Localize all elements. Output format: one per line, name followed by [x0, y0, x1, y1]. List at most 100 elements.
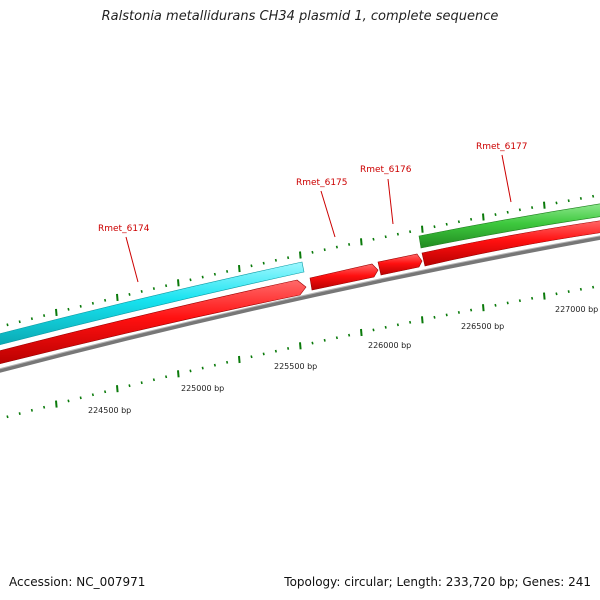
inner-tick	[189, 369, 192, 373]
outer-tick	[274, 258, 277, 262]
outer-tick	[30, 317, 33, 321]
inner-tick	[531, 296, 534, 300]
outer-tick	[323, 248, 326, 252]
outer-tick	[55, 308, 58, 316]
inner-tick	[335, 336, 338, 340]
inner-tick	[592, 285, 595, 289]
outer-tick	[311, 250, 314, 254]
inner-tick	[348, 333, 351, 337]
outer-tick	[250, 264, 253, 268]
inner-tick	[140, 381, 143, 385]
cyan-feature-arc[interactable]	[0, 261, 305, 346]
outer-tick	[543, 201, 546, 209]
inner-tick	[55, 400, 58, 408]
inner-tick	[116, 385, 119, 393]
red-gene-arrow-rmet-6174[interactable]	[0, 279, 307, 365]
outer-tick	[140, 290, 143, 293]
outer-tick	[555, 201, 558, 205]
outer-tick	[165, 284, 168, 288]
inner-tick	[360, 328, 363, 337]
leader-line-rmet-6174	[125, 236, 139, 283]
outer-tick	[445, 222, 448, 226]
inner-tick	[311, 341, 314, 345]
inner-tick	[165, 375, 168, 379]
leader-line-rmet-6176	[387, 178, 394, 225]
inner-tick	[445, 313, 448, 317]
outer-tick	[128, 293, 131, 296]
outer-tick	[335, 245, 338, 249]
outer-tick	[470, 217, 473, 221]
outer-tick	[6, 323, 9, 327]
outer-tick	[518, 208, 521, 212]
outer-tick	[262, 261, 265, 265]
outer-tick	[482, 213, 485, 221]
outer-tick	[384, 235, 387, 239]
bp-label-226500: 226500 bp	[461, 322, 504, 331]
inner-tick	[482, 304, 485, 312]
inner-tick	[396, 323, 399, 327]
outer-tick	[567, 199, 570, 203]
inner-tick	[18, 412, 21, 415]
inner-tick	[30, 408, 33, 412]
inner-tick	[79, 396, 82, 400]
red-gene-arrow-rmet-6177[interactable]	[421, 220, 600, 267]
outer-tick	[421, 225, 424, 233]
outer-tick	[287, 256, 290, 260]
outer-tick	[531, 206, 534, 209]
outer-tick	[67, 307, 70, 311]
gene-label-rmet-6174: Rmet_6174	[98, 224, 150, 234]
inner-tick	[470, 308, 473, 312]
inner-tick	[287, 347, 290, 350]
inner-tick	[6, 415, 9, 419]
outer-tick-marks	[6, 194, 595, 327]
gene-label-rmet-6176: Rmet_6176	[360, 165, 412, 175]
outer-tick	[189, 278, 192, 282]
inner-tick	[457, 311, 460, 314]
inner-tick-marks	[6, 285, 595, 419]
outer-tick	[433, 225, 436, 229]
outer-tick	[409, 230, 412, 234]
red-gene-arrow-rmet-6176[interactable]	[377, 253, 423, 276]
leader-line-rmet-6177	[501, 154, 512, 203]
bp-label-226000: 226000 bp	[368, 341, 411, 350]
inner-tick	[494, 303, 497, 307]
topology-summary: Topology: circular; Length: 233,720 bp; …	[284, 575, 591, 589]
outer-tick	[506, 210, 509, 214]
plasmid-backbone	[0, 235, 600, 373]
inner-tick	[43, 405, 46, 409]
outer-tick	[201, 275, 204, 279]
outer-tick	[91, 301, 94, 305]
outer-tick	[396, 232, 399, 236]
outer-tick	[299, 251, 302, 259]
bp-label-224500: 224500 bp	[88, 406, 131, 415]
outer-tick	[372, 237, 375, 241]
bp-label-225000: 225000 bp	[181, 384, 224, 393]
gene-label-rmet-6177: Rmet_6177	[476, 142, 528, 152]
bp-label-227000: 227000 bp	[555, 305, 598, 314]
inner-tick	[506, 301, 509, 305]
inner-tick	[201, 366, 204, 370]
green-feature-arc[interactable]	[418, 203, 600, 249]
accession-label: Accession: NC_007971	[9, 575, 146, 589]
outer-tick	[104, 298, 107, 302]
inner-tick	[67, 399, 70, 403]
outer-tick	[238, 265, 241, 273]
outer-tick	[18, 320, 21, 324]
inner-tick	[238, 355, 241, 364]
inner-tick	[421, 316, 424, 324]
inner-tick	[274, 349, 277, 353]
outer-tick	[226, 270, 229, 273]
inner-tick	[323, 338, 326, 342]
outer-tick	[213, 272, 216, 276]
inner-tick	[518, 299, 521, 303]
outer-tick	[43, 314, 46, 317]
inner-tick	[226, 360, 229, 364]
inner-tick	[299, 342, 302, 350]
outer-tick	[579, 197, 582, 200]
red-gene-arrow-rmet-6175[interactable]	[309, 263, 379, 291]
inner-tick	[250, 355, 253, 359]
inner-tick	[433, 315, 436, 319]
inner-tick	[409, 320, 412, 324]
inner-tick	[128, 384, 131, 388]
inner-tick	[555, 292, 558, 296]
